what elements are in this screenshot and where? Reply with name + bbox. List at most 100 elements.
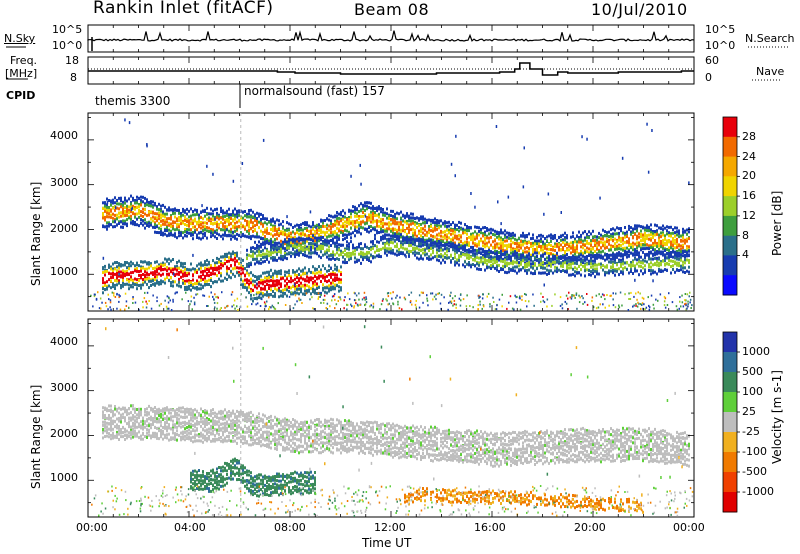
echo-cell: [376, 206, 378, 210]
echo-cell: [174, 211, 176, 215]
echo-cell: [186, 223, 188, 227]
echo-cell: [112, 212, 114, 216]
echo-cell: [288, 246, 290, 250]
echo-cell: [506, 250, 508, 254]
echo-cell: [572, 267, 574, 271]
echo-cell: [326, 280, 328, 284]
echo-cell: [238, 273, 240, 277]
echo-cell: [606, 240, 608, 244]
echo-cell: [168, 221, 170, 225]
echo-cell: [432, 220, 434, 224]
echo-cell: [188, 228, 190, 232]
speckle-cell: [426, 294, 428, 297]
echo-cell: [124, 219, 126, 223]
echo-cell: [622, 270, 624, 274]
echo-cell: [584, 258, 586, 262]
echo-cell: [466, 225, 468, 228]
echo-cell: [554, 244, 556, 248]
echo-cell: [456, 248, 458, 252]
echo-cell: [598, 250, 600, 254]
echo-cell: [624, 226, 626, 229]
echo-cell: [190, 233, 192, 237]
echo-cell: [474, 255, 476, 259]
echo-cell: [200, 226, 202, 230]
echo-cell: [510, 261, 512, 265]
echo-cell: [628, 263, 630, 267]
echo-cell: [298, 283, 300, 287]
echo-cell: [204, 263, 206, 266]
echo-cell: [204, 274, 206, 278]
speckle-cell: [450, 300, 453, 303]
echo-cell: [532, 253, 534, 257]
echo-cell: [276, 280, 278, 284]
speckle-cell: [447, 308, 449, 311]
echo-cell: [138, 278, 140, 282]
echo-cell: [170, 214, 172, 218]
speckle-cell: [213, 301, 216, 304]
echo-cell: [286, 285, 288, 289]
echo-cell: [104, 209, 106, 213]
nsearch-label: N.Search: [745, 32, 795, 45]
echo-cell: [578, 255, 580, 259]
speckle-cell: [575, 292, 578, 295]
echo-cell: [370, 206, 372, 210]
echo-cell: [162, 263, 164, 267]
echo-cell: [476, 262, 478, 266]
echo-cell: [476, 256, 478, 260]
speckle-cell: [320, 301, 322, 304]
echo-cell: [258, 247, 260, 251]
echo-cell: [338, 212, 340, 216]
echo-cell: [150, 279, 152, 283]
echo-cell: [606, 231, 608, 235]
echo-cell: [352, 220, 354, 224]
echo-cell: [354, 208, 356, 211]
echo-cell: [312, 234, 314, 238]
echo-cell: [634, 242, 636, 246]
echo-cell: [214, 221, 216, 225]
echo-cell: [686, 252, 688, 256]
echo-cell: [126, 204, 128, 208]
echo-cell: [248, 262, 250, 265]
echo-cell: [658, 244, 660, 248]
echo-cell: [614, 228, 616, 232]
echo-cell: [120, 264, 122, 268]
echo-cell: [468, 263, 470, 267]
echo-cell: [652, 232, 654, 235]
echo-cell: [580, 253, 582, 257]
speckle-cell: [524, 300, 527, 302]
echo-cell: [310, 286, 312, 290]
echo-cell: [252, 252, 254, 256]
echo-cell: [434, 235, 436, 239]
echo-cell: [338, 246, 340, 250]
echo-cell: [544, 252, 546, 256]
echo-cell: [232, 209, 234, 213]
echo-cell: [516, 258, 518, 262]
echo-cell: [360, 242, 362, 246]
xtick-2400: 00:00: [673, 521, 705, 534]
speckle-cell: [532, 293, 534, 296]
echo-cell: [484, 226, 486, 229]
echo-cell: [674, 231, 676, 235]
echo-cell: [360, 202, 362, 206]
echo-cell: [202, 285, 204, 289]
echo-cell: [684, 241, 686, 245]
echo-cell: [474, 230, 476, 234]
echo-cell: [138, 273, 140, 277]
echo-cell: [218, 233, 220, 237]
echo-cell: [330, 286, 332, 290]
echo-cell: [286, 248, 288, 252]
echo-cell: [526, 235, 528, 239]
speckle-cell: [663, 304, 666, 307]
echo-cell: [466, 232, 468, 236]
echo-cell: [580, 240, 582, 244]
echo-cell: [346, 240, 348, 244]
echo-cell: [130, 275, 132, 279]
echo-cell: [630, 226, 632, 230]
echo-cell: [304, 248, 306, 252]
echo-cell: [246, 269, 248, 273]
echo-cell: [596, 270, 598, 274]
echo-cell: [210, 235, 212, 239]
echo-cell: [102, 278, 104, 282]
echo-cell: [446, 249, 448, 253]
speckle-cell: [359, 304, 361, 306]
